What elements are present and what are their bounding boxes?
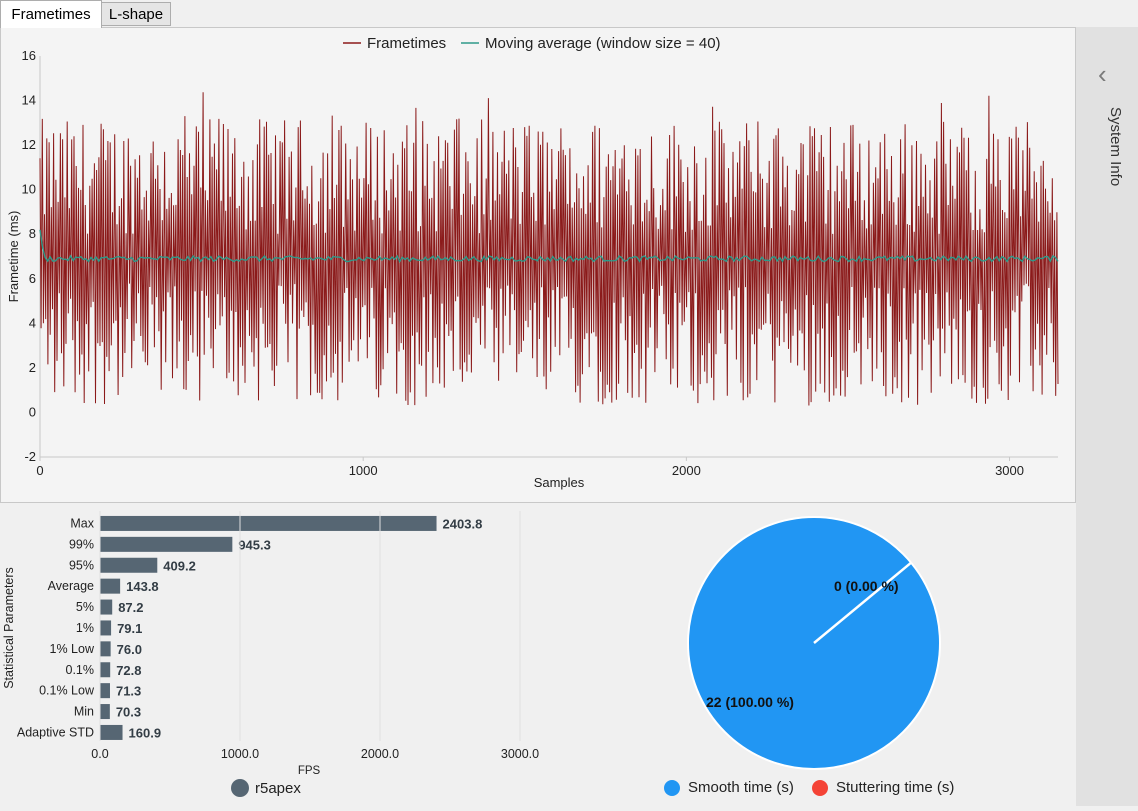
smooth-legend-label: Smooth time (s) (688, 779, 794, 796)
stutter-legend-dot (812, 779, 828, 796)
stutter-pie-chart: 0 (0.00 %) 22 (100.00 %) Smooth time (s) … (660, 503, 1070, 806)
y-tick-label: 10 (22, 182, 36, 197)
bar-legend-dot (231, 779, 249, 797)
y-tick-label: 6 (29, 271, 36, 286)
bar-category-label: 5% (76, 600, 94, 614)
bar-value-label: 87.2 (118, 600, 143, 615)
moving-average-series-line (39, 229, 1059, 263)
bar-x-axis-title: FPS (298, 765, 321, 777)
bar-value-label: 143.8 (126, 579, 159, 594)
bar-value-label: 76.0 (117, 642, 142, 657)
stat-bar (100, 704, 110, 720)
bar-value-label: 70.3 (116, 705, 141, 720)
y-tick-label: 8 (29, 226, 36, 241)
statistics-bar-chart: Max 2403.8 99% 945.3 95% 409.2 Average 143.8 5% 8… (2, 511, 539, 797)
bar-legend-label: r5apex (255, 780, 301, 797)
legend-frametimes-label: Frametimes (367, 35, 446, 52)
bar-value-label: 945.3 (238, 537, 271, 552)
y-tick-label: 4 (29, 315, 36, 330)
y-axis-title: Frametime (ms) (6, 211, 21, 303)
bar-category-label: 1% (76, 621, 94, 635)
tab-bar: Frametimes L-shape (0, 0, 1138, 28)
bar-category-label: Average (48, 579, 94, 593)
bar-category-label: Adaptive STD (17, 725, 94, 739)
x-tick-label: 1000 (349, 463, 378, 478)
pie-slice-boundary (813, 561, 912, 644)
y-tick-label: 0 (29, 404, 36, 419)
system-info-sidebar[interactable]: ‹ System Info (1076, 27, 1138, 806)
frametimes-series-line (39, 92, 1059, 406)
bar-category-label: 0.1% Low (39, 684, 95, 698)
bar-value-label: 72.8 (116, 663, 141, 678)
x-tick-label: 2000 (672, 463, 701, 478)
stat-bar (100, 662, 111, 678)
bar-category-label: Max (70, 516, 94, 530)
bar-value-label: 2403.8 (443, 516, 483, 531)
pie-legend-stutter: Stuttering time (s) (812, 779, 954, 796)
frametimes-chart: Frametimes Moving average (window size = … (6, 35, 1059, 490)
legend-moving-average-label: Moving average (window size = 40) (485, 35, 721, 52)
bar-category-label: 95% (69, 558, 94, 572)
stat-bar (100, 641, 111, 657)
bar-category-label: 0.1% (66, 663, 95, 677)
bar-y-axis-title: Statistical Parameters (2, 567, 16, 689)
bar-category-label: Min (74, 705, 94, 719)
bar-category-label: 1% Low (50, 642, 95, 656)
smooth-legend-dot (664, 779, 680, 796)
bar-value-label: 160.9 (129, 725, 162, 740)
y-tick-label: 16 (22, 48, 36, 63)
bar-x-tick-label: 1000.0 (221, 747, 259, 761)
bar-category-label: 99% (69, 537, 94, 551)
x-tick-label: 3000 (995, 463, 1024, 478)
tab-l-shape[interactable]: L-shape (101, 2, 171, 26)
x-tick-label: 0 (36, 463, 43, 478)
bar-value-label: 79.1 (117, 621, 142, 636)
y-tick-label: 12 (22, 137, 36, 152)
stat-bar (100, 620, 112, 636)
tab-frametimes[interactable]: Frametimes (0, 0, 102, 28)
x-axis-title: Samples (534, 475, 585, 490)
bar-x-tick-label: 2000.0 (361, 747, 399, 761)
chevron-left-icon[interactable]: ‹ (1098, 59, 1107, 89)
stat-bar (100, 536, 233, 552)
stat-bar (100, 515, 437, 531)
bar-x-tick-label: 0.0 (91, 747, 108, 761)
y-tick-label: 14 (22, 93, 36, 108)
bar-x-tick-label: 3000.0 (501, 747, 539, 761)
y-tick-label: -2 (24, 449, 36, 464)
stat-bar (100, 557, 158, 573)
pie-label-stutter: 0 (0.00 %) (834, 578, 899, 594)
stutter-legend-label: Stuttering time (s) (836, 779, 955, 796)
stat-bar (100, 683, 110, 699)
stat-bar (100, 724, 123, 740)
pie-legend-smooth: Smooth time (s) (664, 779, 794, 796)
pie-label-smooth: 22 (100.00 %) (706, 694, 794, 710)
bar-value-label: 71.3 (116, 684, 141, 699)
bar-value-label: 409.2 (163, 558, 196, 573)
stat-bar (100, 599, 113, 615)
stat-bar (100, 578, 121, 594)
system-info-label: System Info (1107, 107, 1124, 187)
y-tick-label: 2 (29, 360, 36, 375)
